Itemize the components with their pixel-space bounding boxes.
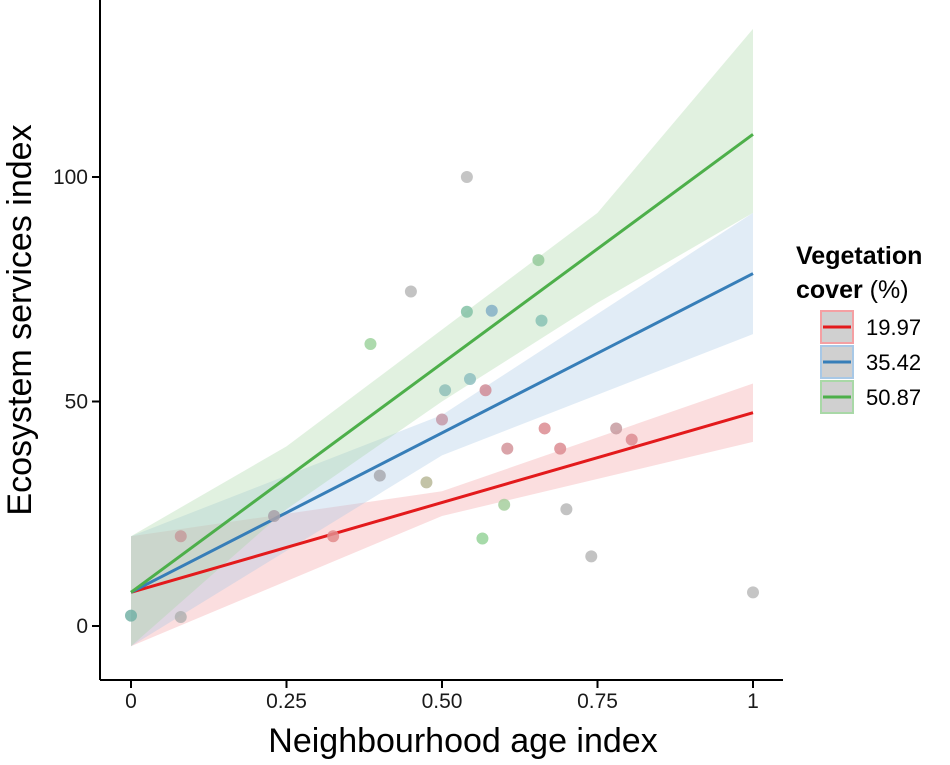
y-ticks: 0 50 100 <box>53 166 100 638</box>
legend-entries: 19.97 35.42 50.87 <box>820 310 921 414</box>
x-tick-label-2: 0.50 <box>422 690 463 713</box>
y-axis-title: Ecosystem services index <box>1 124 39 515</box>
legend-label-19.97: 19.97 <box>866 315 921 340</box>
data-point-22 <box>538 422 551 435</box>
confidence-bands <box>131 28 753 647</box>
x-ticks: 0 0.25 0.50 0.75 1 <box>125 680 759 713</box>
data-point-14 <box>463 373 476 386</box>
legend-title-unit: (%) <box>863 276 909 304</box>
y-tick-label-2: 100 <box>53 166 88 189</box>
x-tick-label-3: 0.75 <box>577 690 618 713</box>
fit-line-35.42 <box>130 272 754 594</box>
data-point-10 <box>436 413 448 426</box>
ci-band-35.42 <box>131 212 753 647</box>
x-tick-label-0: 0 <box>125 690 137 713</box>
data-point-7 <box>373 469 386 482</box>
legend: Vegetation cover (%) 19.97 35.42 50.87 <box>796 242 922 414</box>
data-point-24 <box>560 503 573 516</box>
legend-title-line1: Vegetation <box>796 242 922 270</box>
data-points <box>125 171 759 624</box>
data-point-2 <box>174 530 187 543</box>
y-tick-label-0: 0 <box>76 615 88 638</box>
data-point-19 <box>501 442 514 455</box>
fit-lines <box>130 133 754 594</box>
legend-title-cover: cover <box>796 276 863 304</box>
data-point-18 <box>498 498 511 511</box>
data-point-21 <box>535 314 548 327</box>
x-tick-label-1: 0.25 <box>266 690 307 713</box>
data-point-12 <box>460 171 473 183</box>
legend-title-line2: cover (%) <box>796 276 909 304</box>
data-point-4 <box>268 509 281 522</box>
data-point-5 <box>327 530 340 543</box>
data-point-3 <box>174 611 187 624</box>
data-point-25 <box>585 550 598 563</box>
data-point-6 <box>364 338 377 351</box>
fit-line-50.87 <box>130 133 754 594</box>
legend-label-50.87: 50.87 <box>866 385 921 410</box>
data-point-27 <box>625 433 638 446</box>
x-axis-title: Neighbourhood age index <box>268 722 657 760</box>
data-point-17 <box>485 304 498 317</box>
x-tick-label-4: 1 <box>747 690 759 713</box>
data-point-8 <box>404 285 417 298</box>
ci-band-19.97 <box>131 383 753 647</box>
y-tick-label-1: 50 <box>65 391 88 414</box>
data-point-1 <box>125 609 137 622</box>
data-point-11 <box>439 384 452 397</box>
fit-line-19.97 <box>130 411 754 594</box>
ci-band-50.87 <box>131 28 753 647</box>
data-point-13 <box>460 305 473 318</box>
data-point-20 <box>532 254 545 267</box>
data-point-15 <box>476 532 489 545</box>
data-point-28 <box>747 586 759 599</box>
data-point-26 <box>610 422 623 435</box>
data-point-16 <box>479 384 492 397</box>
data-point-9 <box>420 476 433 489</box>
data-point-23 <box>554 442 567 455</box>
legend-label-35.42: 35.42 <box>866 350 921 375</box>
